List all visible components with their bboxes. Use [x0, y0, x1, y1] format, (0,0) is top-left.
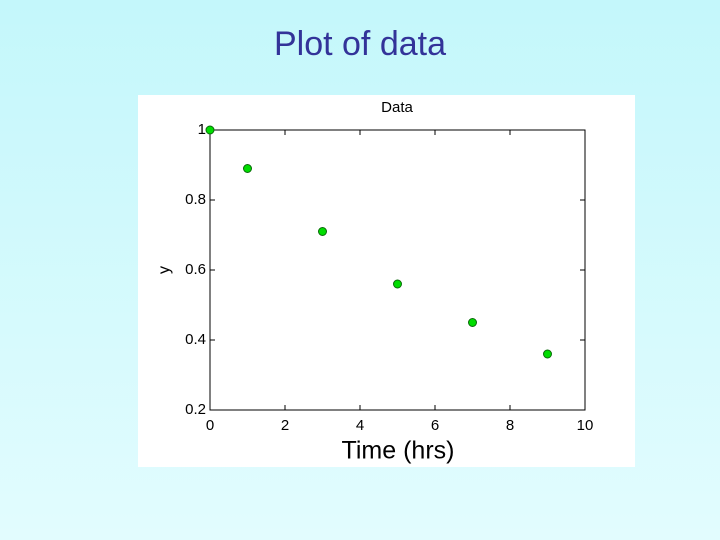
y-tick-label: 0.6	[185, 261, 206, 278]
x-tick-label: 8	[506, 417, 514, 434]
data-point	[393, 279, 402, 289]
y-tick-label: 0.8	[185, 191, 206, 208]
data-point	[243, 164, 252, 173]
y-tick-label: 1	[198, 121, 206, 138]
slide-title: Plot of data	[274, 25, 446, 63]
x-tick-label: 10	[577, 417, 594, 434]
data-point	[205, 125, 215, 135]
x-tick-label: 6	[431, 417, 439, 434]
x-tick-label: 0	[206, 417, 214, 434]
y-tick-label: 0.4	[185, 331, 206, 348]
data-point	[543, 349, 552, 359]
y-tick-label: 0.2	[185, 401, 206, 418]
x-tick-label: 2	[281, 417, 289, 434]
data-point	[468, 318, 477, 327]
plot-background	[138, 95, 635, 467]
y-axis-label: y	[156, 266, 173, 274]
data-point	[318, 227, 327, 236]
x-tick-label: 4	[356, 417, 364, 434]
x-axis-label: Time (hrs)	[342, 437, 455, 465]
chart-title: Data	[381, 99, 413, 116]
